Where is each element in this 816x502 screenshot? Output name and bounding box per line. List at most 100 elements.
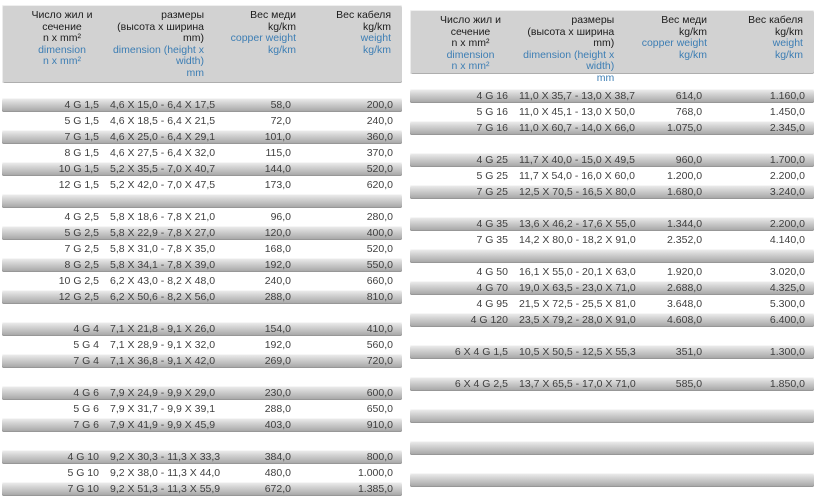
header-line: kg/km bbox=[362, 43, 391, 56]
cable-weight-cell: 520,0 bbox=[366, 243, 393, 255]
header-col-cable-weight: Вес кабеля kg/km weight kg/km bbox=[310, 5, 402, 83]
spacer-row bbox=[410, 457, 814, 471]
table-row: 7 G 10 9,2 X 51,3 - 11,3 X 55,9 672,0 1.385… bbox=[2, 482, 402, 496]
copper-weight-cell: 384,0 bbox=[264, 451, 291, 463]
copper-weight-cell: 230,0 bbox=[264, 387, 291, 399]
dimension-cell: 7,9 X 24,9 - 9,9 X 29,0 bbox=[110, 387, 216, 399]
cable-weight-cell: 1.450,0 bbox=[769, 106, 805, 118]
copper-weight-cell: 1.075,0 bbox=[667, 122, 703, 134]
dimension-cell: 5,2 X 42,0 - 7,0 X 47,5 bbox=[110, 179, 216, 191]
dimension-cell: 5,8 X 22,9 - 7,8 X 27,0 bbox=[110, 227, 216, 239]
spacer-row bbox=[2, 194, 402, 208]
dimension-cell: 7,9 X 41,9 - 9,9 X 45,9 bbox=[110, 419, 216, 431]
table-row: 5 G 2,5 5,8 X 22,9 - 7,8 X 27,0 120,0 400,0 bbox=[2, 226, 402, 240]
size-cell: 4 G 4 bbox=[73, 323, 99, 335]
size-cell: 4 G 70 bbox=[476, 282, 508, 294]
cable-weight-cell: 650,0 bbox=[366, 403, 393, 415]
size-cell: 10 G 2,5 bbox=[58, 275, 99, 287]
table-row: 7 G 6 7,9 X 41,9 - 9,9 X 45,9 403,0 910,0 bbox=[2, 418, 402, 432]
cable-weight-cell: 910,0 bbox=[366, 419, 393, 431]
copper-weight-cell: 288,0 bbox=[264, 291, 291, 303]
dimension-cell: 5,2 X 35,5 - 7,0 X 40,7 bbox=[110, 163, 216, 175]
table-row: 10 G 1,5 5,2 X 35,5 - 7,0 X 40,7 144,0 520,… bbox=[2, 162, 402, 176]
dimension-cell: 5,8 X 31,0 - 7,8 X 35,0 bbox=[110, 243, 216, 255]
size-cell: 12 G 1,5 bbox=[58, 179, 99, 191]
copper-weight-cell: 1.680,0 bbox=[667, 186, 703, 198]
cable-spec-table-left: Число жил и сечение n x mm² dimension n x m… bbox=[0, 0, 404, 502]
cable-weight-cell: 520,0 bbox=[366, 163, 393, 175]
table-row: 4 G 10 9,2 X 30,3 - 11,3 X 33,3 384,0 800,0 bbox=[2, 450, 402, 464]
copper-weight-cell: 58,0 bbox=[270, 99, 291, 111]
table-row: 7 G 35 14,2 X 80,0 - 18,2 X 91,0 2.352,0 4.… bbox=[410, 233, 814, 247]
size-cell: 5 G 25 bbox=[476, 170, 508, 182]
spacer-row bbox=[2, 306, 402, 320]
table-row: 4 G 50 16,1 X 55,0 - 20,1 X 63,0 1.920,0 3.… bbox=[410, 265, 814, 279]
dimension-cell: 9,2 X 38,0 - 11,3 X 44,0 bbox=[110, 467, 221, 479]
size-cell: 4 G 2,5 bbox=[64, 211, 99, 223]
header-line: kg/km bbox=[679, 25, 708, 38]
header-line: размеры bbox=[571, 14, 615, 26]
cable-weight-cell: 1.850,0 bbox=[769, 378, 805, 390]
cable-weight-cell: 1.300,0 bbox=[769, 346, 805, 358]
cable-weight-cell: 660,0 bbox=[366, 275, 393, 287]
dimension-cell: 13,7 X 65,5 - 17,0 X 71,0 bbox=[519, 378, 636, 390]
header-line: width) bbox=[586, 60, 615, 72]
header-line: сечение bbox=[450, 25, 491, 38]
cable-weight-cell: 2.200,0 bbox=[769, 170, 805, 182]
table-row: 5 G 10 9,2 X 38,0 - 11,3 X 44,0 480,0 1.000… bbox=[2, 466, 402, 480]
table-header: Число жил и сечение n x mm² dimension n x m… bbox=[410, 10, 814, 83]
table-row: 4 G 25 11,7 X 40,0 - 15,0 X 49,5 960,0 1.70… bbox=[410, 153, 814, 167]
spacer-row bbox=[410, 425, 814, 439]
header-line: kg/km bbox=[774, 48, 803, 61]
header-col-conductor-count: Число жил и сечение n x mm² dimension n x m… bbox=[410, 10, 511, 74]
dimension-cell: 7,1 X 36,8 - 9,1 X 42,0 bbox=[110, 355, 216, 367]
cable-weight-cell: 2.200,0 bbox=[769, 218, 805, 230]
dimension-cell: 11,0 X 45,1 - 13,0 X 50,0 bbox=[519, 106, 635, 118]
dimension-cell: 23,5 X 79,2 - 28,0 X 91,0 bbox=[519, 314, 636, 326]
dimension-cell: 4,6 X 27,5 - 6,4 X 32,0 bbox=[110, 147, 216, 159]
dimension-cell: 11,7 X 40,0 - 15,0 X 49,5 bbox=[519, 154, 635, 166]
spacer-row bbox=[410, 441, 814, 455]
spacer-row bbox=[2, 434, 402, 448]
header-line: Вес меди bbox=[661, 14, 708, 26]
copper-weight-cell: 768,0 bbox=[675, 106, 703, 118]
header-line: n x mm² bbox=[43, 55, 81, 67]
header-ru-lines: Число жил и сечение n x mm² bbox=[22, 9, 102, 45]
spacer-row bbox=[410, 361, 814, 375]
dimension-cell: 19,0 X 63,5 - 23,0 X 71,0 bbox=[519, 282, 636, 294]
header-line: mm) bbox=[183, 32, 204, 44]
dimension-cell: 9,2 X 51,3 - 11,3 X 55,9 bbox=[110, 483, 221, 495]
cable-weight-cell: 560,0 bbox=[366, 339, 393, 351]
table-row: 4 G 95 21,5 X 72,5 - 25,5 X 81,0 3.648,0 5.… bbox=[410, 297, 814, 311]
copper-weight-cell: 403,0 bbox=[264, 419, 291, 431]
size-cell: 6 X 4 G 2,5 bbox=[454, 378, 508, 390]
header-ru-lines: Вес меди kg/km bbox=[636, 14, 708, 38]
header-line: (высота x ширина mm) bbox=[527, 25, 615, 49]
cable-weight-cell: 600,0 bbox=[366, 387, 393, 399]
header-ru-lines: Число жил и сечение n x mm² bbox=[430, 14, 511, 50]
header-line: kg/km bbox=[267, 20, 296, 33]
table-body: 4 G 1,5 4,6 X 15,0 - 6,4 X 17,5 58,0 200,0 5… bbox=[2, 98, 402, 496]
size-cell: 4 G 10 bbox=[67, 451, 99, 463]
dimension-cell: 11,0 X 60,7 - 14,0 X 66,0 bbox=[519, 122, 635, 134]
size-cell: 5 G 16 bbox=[476, 106, 508, 118]
copper-weight-cell: 115,0 bbox=[265, 147, 292, 159]
cable-weight-cell: 360,0 bbox=[366, 131, 393, 143]
copper-weight-cell: 120,0 bbox=[264, 227, 291, 239]
copper-weight-cell: 672,0 bbox=[264, 483, 291, 495]
dimension-cell: 16,1 X 55,0 - 20,1 X 63,0 bbox=[519, 266, 636, 278]
copper-weight-cell: 168,0 bbox=[264, 243, 291, 255]
table-row: 7 G 25 12,5 X 70,5 - 16,5 X 80,0 1.680,0 3.… bbox=[410, 185, 814, 199]
cable-weight-cell: 200,0 bbox=[366, 99, 393, 111]
header-line: размеры bbox=[161, 9, 204, 21]
copper-weight-cell: 1.920,0 bbox=[667, 266, 703, 278]
header-line: kg/km bbox=[362, 20, 391, 33]
dimension-cell: 4,6 X 25,0 - 6,4 X 29,1 bbox=[110, 131, 216, 143]
copper-weight-cell: 154,0 bbox=[264, 323, 291, 335]
dimension-cell: 12,5 X 70,5 - 16,5 X 80,0 bbox=[519, 186, 636, 198]
spacer-row bbox=[2, 370, 402, 384]
spacer-row bbox=[410, 201, 814, 215]
size-cell: 5 G 1,5 bbox=[64, 115, 99, 127]
spacer-row bbox=[410, 249, 814, 263]
cable-weight-cell: 1.700,0 bbox=[769, 154, 805, 166]
